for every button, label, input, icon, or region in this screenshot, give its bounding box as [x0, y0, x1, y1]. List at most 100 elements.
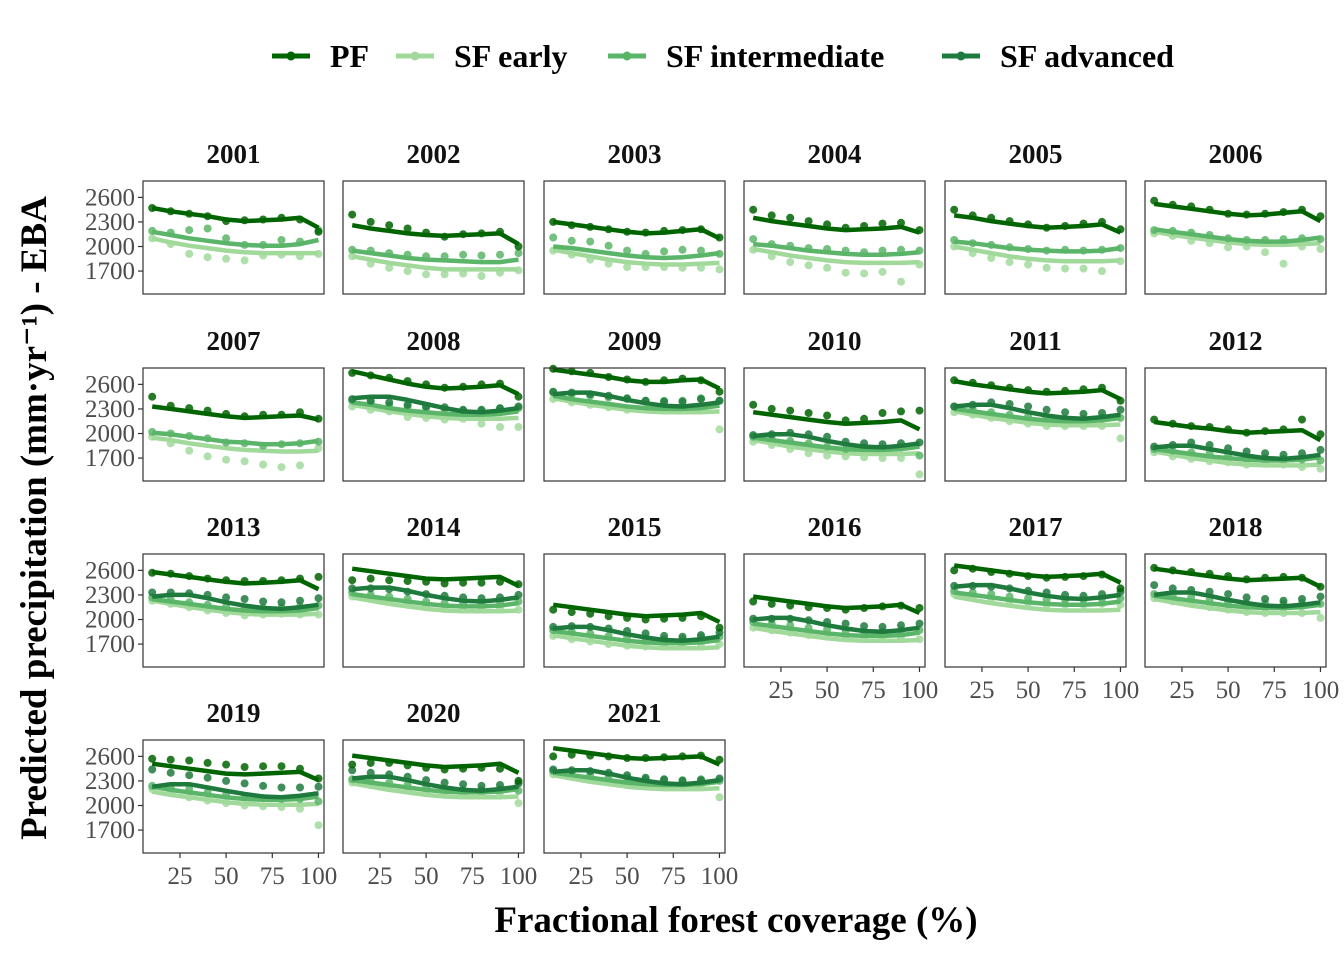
data-point: [148, 204, 157, 212]
data-point: [1242, 447, 1251, 456]
data-point: [240, 256, 249, 265]
data-point: [148, 427, 157, 436]
data-point: [514, 249, 523, 258]
data-point: [1061, 386, 1070, 395]
data-point: [296, 237, 304, 246]
data-point: [1298, 242, 1306, 251]
data-point: [403, 413, 412, 422]
data-point: [1168, 584, 1177, 593]
data-point: [697, 263, 705, 272]
data-point: [1098, 422, 1106, 431]
y-tick-label: 2000: [85, 793, 135, 820]
data-point: [348, 252, 357, 261]
data-point: [749, 205, 758, 214]
data-point: [567, 221, 576, 230]
data-point: [786, 614, 795, 623]
data-point: [841, 452, 850, 461]
data-point: [422, 597, 431, 606]
series-line: [1153, 419, 1322, 443]
x-tick-label: 50: [615, 863, 640, 890]
data-point: [604, 631, 613, 640]
data-point: [749, 614, 758, 623]
data-point: [823, 618, 832, 626]
data-point: [841, 605, 850, 614]
panel-border: [944, 180, 1127, 295]
data-point: [660, 614, 669, 623]
data-point: [841, 619, 850, 628]
data-point: [841, 223, 850, 232]
data-point: [641, 377, 650, 386]
data-point: [403, 595, 412, 603]
data-point: [697, 246, 705, 255]
data-point: [240, 763, 249, 771]
series-sfa: [148, 765, 323, 800]
data-point: [185, 572, 194, 581]
data-point: [148, 234, 157, 243]
panel-title: 2016: [808, 512, 862, 542]
data-point: [1316, 245, 1325, 253]
data-point: [586, 609, 595, 618]
panel-2004: 2004: [743, 139, 926, 295]
series-line: [351, 595, 519, 614]
series-sfe: [148, 234, 323, 265]
data-point: [715, 249, 724, 258]
x-tick-label: 100: [500, 863, 538, 890]
data-point: [968, 400, 977, 409]
data-point: [277, 250, 286, 259]
series-line: [753, 241, 920, 257]
data-point: [222, 217, 231, 226]
x-tick-label: 75: [260, 863, 285, 890]
series-line: [351, 591, 519, 609]
data-point: [1242, 593, 1251, 602]
data-point: [203, 253, 212, 262]
data-point: [1298, 573, 1306, 582]
data-point: [1116, 584, 1125, 593]
data-point: [277, 762, 286, 771]
data-point: [166, 755, 175, 764]
data-point: [440, 383, 449, 392]
data-point: [277, 410, 286, 419]
data-point: [823, 451, 832, 460]
data-point: [385, 373, 394, 382]
data-point: [166, 588, 175, 597]
data-point: [660, 775, 669, 784]
series-pf: [348, 566, 523, 589]
data-point: [767, 614, 776, 623]
data-point: [259, 410, 268, 419]
data-point: [348, 576, 357, 585]
data-point: [259, 460, 268, 469]
data-point: [767, 599, 776, 608]
data-point: [1005, 243, 1014, 252]
data-point: [1168, 441, 1177, 449]
data-point: [641, 773, 650, 782]
data-point: [314, 594, 323, 603]
data-point: [987, 254, 996, 262]
data-point: [950, 236, 959, 244]
data-point: [422, 402, 431, 411]
series-line: [552, 247, 720, 267]
data-point: [314, 249, 323, 258]
data-point: [715, 623, 724, 632]
data-point: [786, 258, 795, 267]
data-point: [277, 783, 286, 792]
data-point: [240, 595, 249, 603]
data-point: [1098, 409, 1106, 417]
data-point: [897, 454, 905, 463]
series-line: [553, 244, 720, 261]
data-point: [203, 796, 212, 805]
data-point: [1242, 460, 1251, 469]
data-point: [1116, 225, 1125, 234]
data-point: [422, 577, 431, 586]
y-tick-label: 1700: [85, 631, 135, 658]
series-pf: [950, 563, 1125, 593]
data-point: [240, 801, 249, 810]
data-point: [604, 640, 613, 649]
data-point: [185, 756, 194, 765]
data-point: [166, 429, 175, 438]
series-line: [351, 566, 520, 588]
data-point: [968, 588, 977, 597]
data-point: [1205, 441, 1214, 449]
data-point: [296, 439, 304, 448]
data-point: [897, 218, 905, 227]
data-point: [987, 408, 996, 417]
